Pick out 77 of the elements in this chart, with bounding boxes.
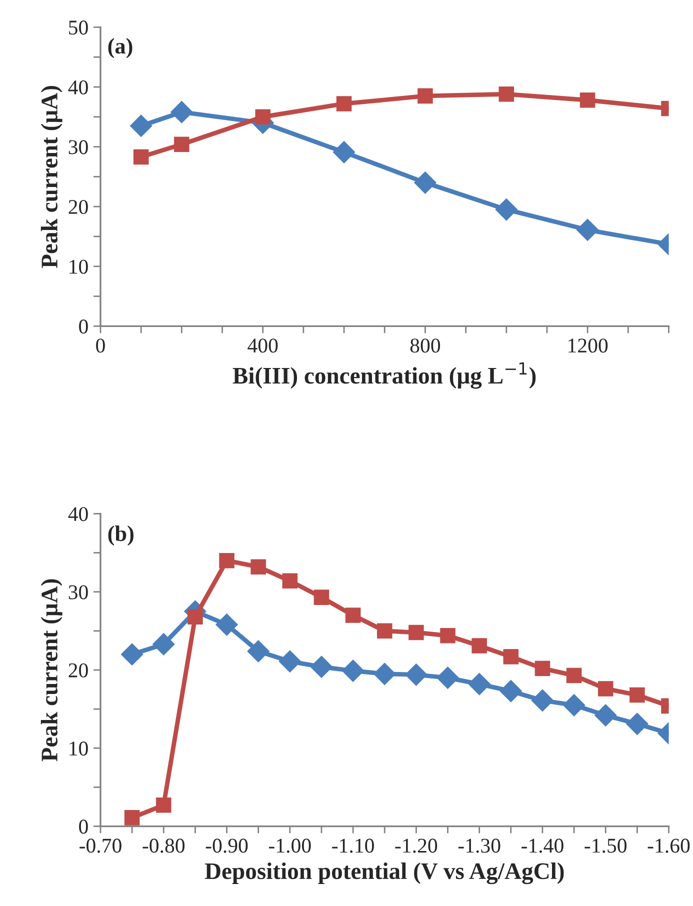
point [219,552,234,568]
point [170,100,193,124]
x-tick-label: -1.00 [268,838,311,853]
point [255,109,270,125]
point [345,608,361,623]
point [408,624,424,640]
x-tick-label: -0.70 [80,838,122,853]
x-tick-label: -1.50 [584,838,627,853]
y-tick-label: 30 [68,140,88,154]
y-tick-label: 40 [68,80,88,94]
point [250,559,266,574]
y-tick-label: 30 [68,585,88,600]
point [598,681,614,696]
point [332,140,356,164]
y-tick-label: 10 [70,260,88,274]
point [247,640,270,663]
y-tick-label: 10 [70,742,88,756]
x-tick-label: -1.30 [458,838,500,853]
point [278,650,302,673]
point [626,712,648,736]
point [440,628,456,644]
annotation: (a) [108,38,132,58]
point [503,649,519,664]
point [472,638,487,654]
y-tick-label: 20 [68,663,88,678]
point [156,798,172,813]
point [310,656,333,678]
point [373,662,396,686]
point [566,668,582,684]
point [534,660,550,676]
x-tick-label: -0.80 [142,838,185,853]
point [120,643,144,666]
y-axis-title: Peak current (μA) [40,579,62,762]
point [130,114,152,138]
point [342,659,364,682]
x-axis-title: Bi(III) concentration (μg L$^{−1}$) [232,362,536,389]
x-tick-label: 0 [96,338,105,353]
point [594,704,617,727]
point [404,663,428,686]
point [152,632,175,656]
point [133,149,149,165]
x-tick-label: -1.20 [395,838,438,853]
point [562,694,586,716]
point [414,171,436,194]
x-tick-label: -1.10 [332,838,374,853]
y-tick-label: 50 [69,20,88,35]
point [495,198,518,221]
point [188,609,203,624]
point [531,689,554,712]
point [436,666,460,690]
point [336,96,352,112]
y-tick-label: 0 [79,320,88,334]
point [468,672,491,696]
point [576,218,599,242]
x-tick-label: -1.40 [522,838,564,853]
x-axis-title: Deposition potential (V vs Ag/AgCl) [204,862,564,884]
point [314,590,330,605]
point [500,680,522,702]
x-tick-label: 800 [410,338,440,353]
x-tick-label: 1200 [568,338,608,353]
point [215,613,238,636]
x-tick-label: 400 [248,338,278,353]
point [124,810,140,826]
point [376,623,392,639]
point [174,136,190,152]
point [630,687,645,703]
annotation: (b) [108,526,134,546]
x-tick-label: -0.90 [206,838,248,853]
y-tick-label: 40 [68,507,88,522]
x-tick-label: -1.60 [648,838,690,853]
y-tick-label: 20 [68,200,88,214]
y-tick-label: 0 [79,820,88,834]
point [498,86,514,102]
y-axis-title: Peak current (μA) [40,86,62,268]
point [418,88,433,104]
point [282,573,298,589]
point [580,92,596,108]
